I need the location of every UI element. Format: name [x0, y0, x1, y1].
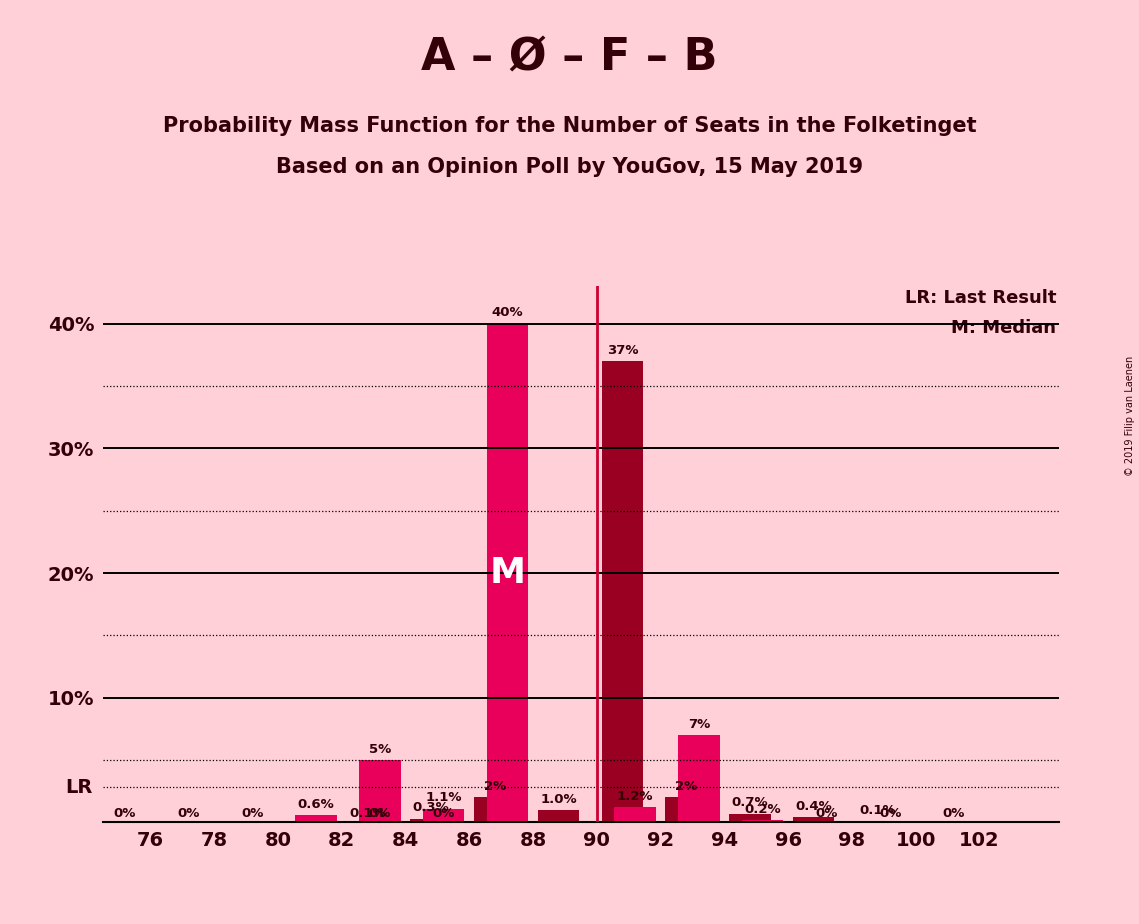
Bar — [474, 797, 516, 822]
Text: M: M — [490, 556, 525, 590]
Text: 37%: 37% — [607, 344, 638, 357]
Text: Probability Mass Function for the Number of Seats in the Folketinget: Probability Mass Function for the Number… — [163, 116, 976, 136]
Text: 0.4%: 0.4% — [795, 800, 833, 813]
Text: 0.6%: 0.6% — [297, 797, 335, 810]
Text: © 2019 Filip van Laenen: © 2019 Filip van Laenen — [1125, 356, 1134, 476]
Text: LR: Last Result: LR: Last Result — [904, 289, 1056, 307]
Text: 7%: 7% — [688, 718, 710, 731]
Bar — [793, 818, 835, 822]
Bar — [486, 323, 528, 822]
Bar — [614, 808, 656, 822]
Bar — [601, 361, 644, 822]
Text: 0.3%: 0.3% — [412, 801, 450, 814]
Text: 0%: 0% — [433, 808, 454, 821]
Text: 0%: 0% — [114, 808, 136, 821]
Text: Based on an Opinion Poll by YouGov, 15 May 2019: Based on an Opinion Poll by YouGov, 15 M… — [276, 157, 863, 177]
Text: M: Median: M: Median — [951, 319, 1056, 337]
Text: 1.0%: 1.0% — [540, 793, 576, 806]
Text: A – Ø – F – B: A – Ø – F – B — [421, 37, 718, 80]
Text: 0%: 0% — [178, 808, 199, 821]
Bar — [741, 820, 784, 822]
Text: 0%: 0% — [369, 808, 391, 821]
Text: LR: LR — [66, 778, 93, 797]
Bar — [729, 814, 771, 822]
Bar — [678, 736, 720, 822]
Text: 1.2%: 1.2% — [617, 790, 654, 803]
Bar — [665, 797, 707, 822]
Text: 0%: 0% — [241, 808, 263, 821]
Text: 0.7%: 0.7% — [731, 796, 768, 809]
Bar — [295, 815, 337, 822]
Bar — [423, 808, 465, 822]
Bar — [410, 819, 452, 822]
Bar — [282, 821, 325, 822]
Text: 0%: 0% — [879, 808, 901, 821]
Text: 0.2%: 0.2% — [745, 803, 781, 816]
Text: 40%: 40% — [492, 307, 523, 320]
Text: 2%: 2% — [484, 780, 506, 793]
Bar — [359, 760, 401, 822]
Text: 0.1%: 0.1% — [859, 804, 895, 817]
Bar — [538, 810, 580, 822]
Text: 1.1%: 1.1% — [426, 791, 462, 804]
Text: 2%: 2% — [675, 780, 697, 793]
Text: 0.1%: 0.1% — [349, 808, 385, 821]
Bar — [857, 821, 899, 822]
Text: 5%: 5% — [369, 743, 391, 756]
Text: 0%: 0% — [816, 808, 837, 821]
Text: 0%: 0% — [943, 808, 965, 821]
